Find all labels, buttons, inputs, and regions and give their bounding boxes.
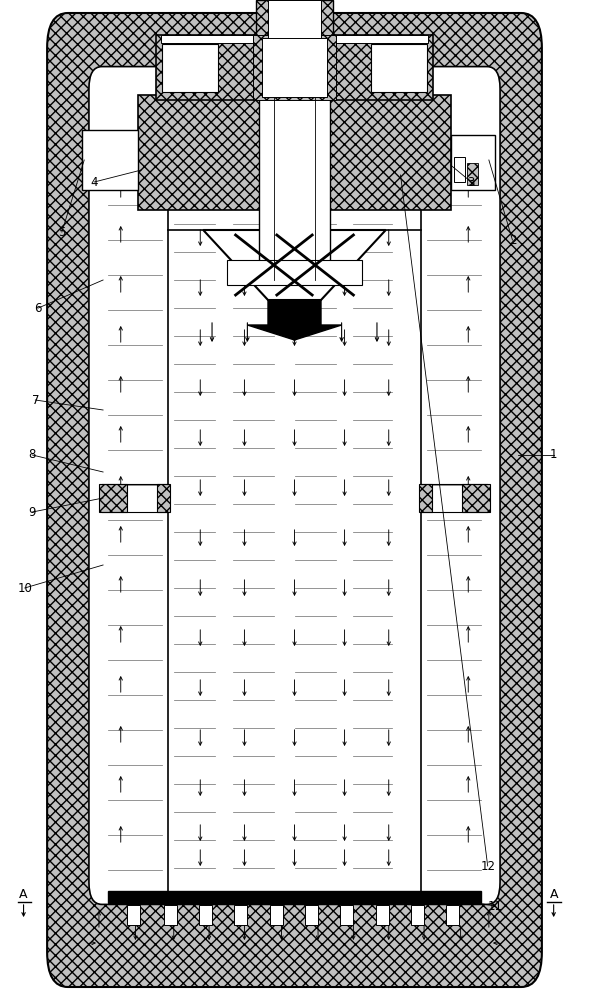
- Text: 3: 3: [468, 176, 475, 188]
- Bar: [446, 905, 459, 925]
- Bar: [161, 35, 428, 43]
- Text: 6: 6: [35, 302, 42, 314]
- Bar: [156, 35, 433, 100]
- Text: 11: 11: [487, 900, 502, 912]
- Bar: [253, 35, 336, 100]
- Text: 9: 9: [29, 506, 36, 518]
- Bar: [259, 95, 330, 280]
- Bar: [99, 484, 127, 512]
- Bar: [82, 130, 138, 190]
- Text: 5: 5: [58, 226, 65, 238]
- FancyBboxPatch shape: [47, 13, 542, 987]
- FancyBboxPatch shape: [89, 67, 500, 904]
- Bar: [270, 905, 283, 925]
- Bar: [419, 484, 432, 512]
- Bar: [262, 38, 327, 97]
- Bar: [199, 905, 212, 925]
- Text: 8: 8: [29, 448, 36, 462]
- Bar: [234, 905, 247, 925]
- Polygon shape: [247, 300, 342, 340]
- Bar: [376, 905, 389, 925]
- Bar: [371, 44, 427, 92]
- Bar: [127, 905, 140, 925]
- Text: 12: 12: [480, 859, 495, 872]
- Bar: [164, 905, 177, 925]
- Text: 4: 4: [91, 176, 98, 188]
- Bar: [467, 163, 478, 185]
- Bar: [168, 160, 421, 900]
- Polygon shape: [203, 230, 386, 300]
- Text: A: A: [550, 888, 558, 902]
- Bar: [138, 95, 451, 210]
- Bar: [454, 157, 465, 182]
- Bar: [162, 44, 218, 92]
- Bar: [256, 0, 333, 40]
- Bar: [305, 905, 318, 925]
- Bar: [108, 891, 481, 903]
- Text: 2: 2: [509, 233, 516, 246]
- Text: 1: 1: [550, 448, 557, 462]
- Bar: [157, 484, 170, 512]
- Bar: [411, 905, 424, 925]
- Text: A: A: [19, 888, 28, 902]
- Bar: [227, 260, 362, 285]
- Text: 7: 7: [32, 393, 39, 406]
- Text: 10: 10: [17, 582, 32, 594]
- Bar: [268, 0, 321, 40]
- Bar: [462, 484, 490, 512]
- Bar: [451, 135, 495, 190]
- Bar: [340, 905, 353, 925]
